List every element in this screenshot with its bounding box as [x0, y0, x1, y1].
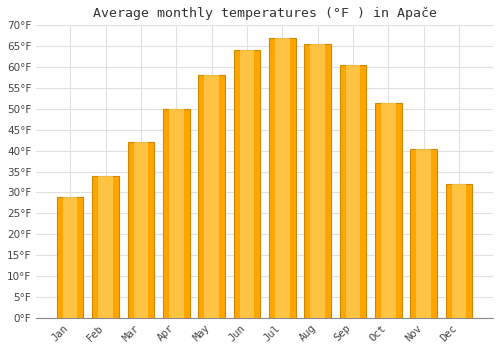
Bar [240, 50, 254, 318]
Bar [446, 184, 472, 318]
Bar [134, 142, 148, 318]
Bar [163, 109, 190, 318]
Bar [204, 76, 219, 318]
Bar [310, 44, 325, 318]
Bar [304, 44, 331, 318]
Bar [198, 76, 225, 318]
Bar [381, 103, 396, 318]
Bar [375, 103, 402, 318]
Bar [346, 65, 360, 318]
Bar [410, 149, 437, 318]
Bar [452, 184, 466, 318]
Bar [169, 109, 184, 318]
Bar [269, 38, 295, 318]
Bar [98, 176, 113, 318]
Bar [340, 65, 366, 318]
Bar [63, 197, 78, 318]
Bar [57, 197, 84, 318]
Title: Average monthly temperatures (°F ) in Apače: Average monthly temperatures (°F ) in Ap… [92, 7, 436, 20]
Bar [234, 50, 260, 318]
Bar [128, 142, 154, 318]
Bar [92, 176, 119, 318]
Bar [416, 149, 431, 318]
Bar [275, 38, 289, 318]
